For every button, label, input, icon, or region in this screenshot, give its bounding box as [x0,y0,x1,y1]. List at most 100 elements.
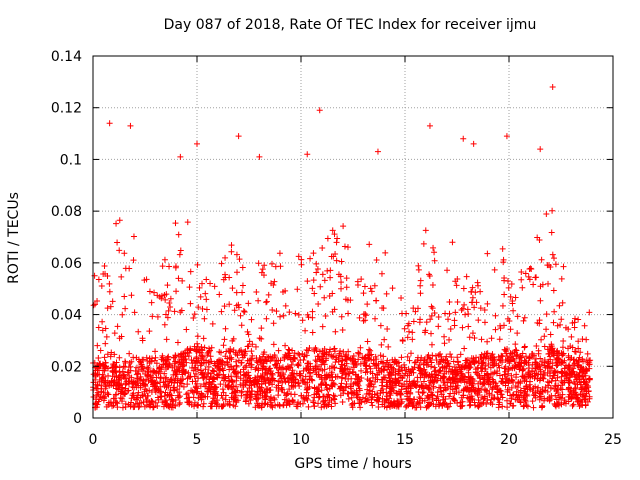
data-point [196,284,203,291]
data-point [466,334,473,341]
data-point [507,392,514,399]
data-point [98,283,105,290]
data-point [114,404,121,411]
data-point [417,277,424,284]
data-point [520,317,527,324]
data-point [361,358,368,365]
data-point [518,269,525,276]
data-point [245,300,252,307]
data-point [106,288,113,295]
data-point [204,388,211,395]
data-point [269,306,276,313]
data-point [195,304,202,311]
data-point [548,378,555,385]
data-point [299,376,306,383]
data-point [343,284,350,291]
data-point [442,386,449,393]
data-point [497,357,504,364]
data-point [437,384,444,391]
data-point [226,355,233,362]
data-point [130,233,137,240]
data-point [561,399,568,406]
data-point [535,371,542,378]
data-point [380,353,387,360]
data-point [485,360,492,367]
data-point [395,368,402,375]
data-point [255,297,262,304]
data-point [453,282,460,289]
data-point [97,347,104,354]
data-point [470,140,477,147]
data-point [309,285,316,292]
data-point [417,370,424,377]
data-point [274,401,281,408]
data-point [329,290,336,297]
data-point [352,371,359,378]
data-point [428,330,435,337]
data-point [313,260,320,267]
data-point [439,375,446,382]
data-point [406,368,413,375]
data-point [505,284,512,291]
data-point [549,84,556,91]
data-point [206,358,213,365]
data-point [112,391,119,398]
data-point [435,323,442,330]
data-point [432,371,439,378]
data-point [184,219,191,226]
data-point [304,151,311,158]
data-point [177,361,184,368]
data-point [426,382,433,389]
data-point [113,359,120,366]
data-point [514,351,521,358]
data-point [458,307,465,314]
data-point [94,297,101,304]
data-point [416,361,423,368]
data-point [172,358,179,365]
data-point [310,277,317,284]
data-point [93,372,100,379]
data-point [106,280,113,287]
data-point [481,379,488,386]
data-point [136,403,143,410]
data-point [543,326,550,333]
data-point [255,402,262,409]
data-point [265,291,272,298]
data-point [374,148,381,155]
data-point [151,289,158,296]
data-point [421,374,428,381]
data-point [430,384,437,391]
data-point [565,364,572,371]
data-point [201,344,208,351]
data-point [536,236,543,243]
data-point [454,358,461,365]
data-point [463,359,470,366]
data-point [102,359,109,366]
data-point [538,358,545,365]
data-point [555,390,562,397]
data-point [559,351,566,358]
data-point [472,289,479,296]
data-point [504,315,511,322]
data-point [228,378,235,385]
data-point [383,396,390,403]
data-point [186,284,193,291]
data-point [527,385,534,392]
data-point [263,299,270,306]
data-point [198,396,205,403]
data-point [548,229,555,236]
data-point [284,390,291,397]
data-point [237,312,244,319]
data-point [283,366,290,373]
data-point [486,390,493,397]
data-point [252,404,259,411]
data-point [513,391,520,398]
data-point [185,369,192,376]
data-point [541,359,548,366]
data-point [536,317,543,324]
data-point [501,371,508,378]
data-point [545,280,552,287]
data-point [104,351,111,358]
data-point [412,382,419,389]
data-points [90,84,594,411]
